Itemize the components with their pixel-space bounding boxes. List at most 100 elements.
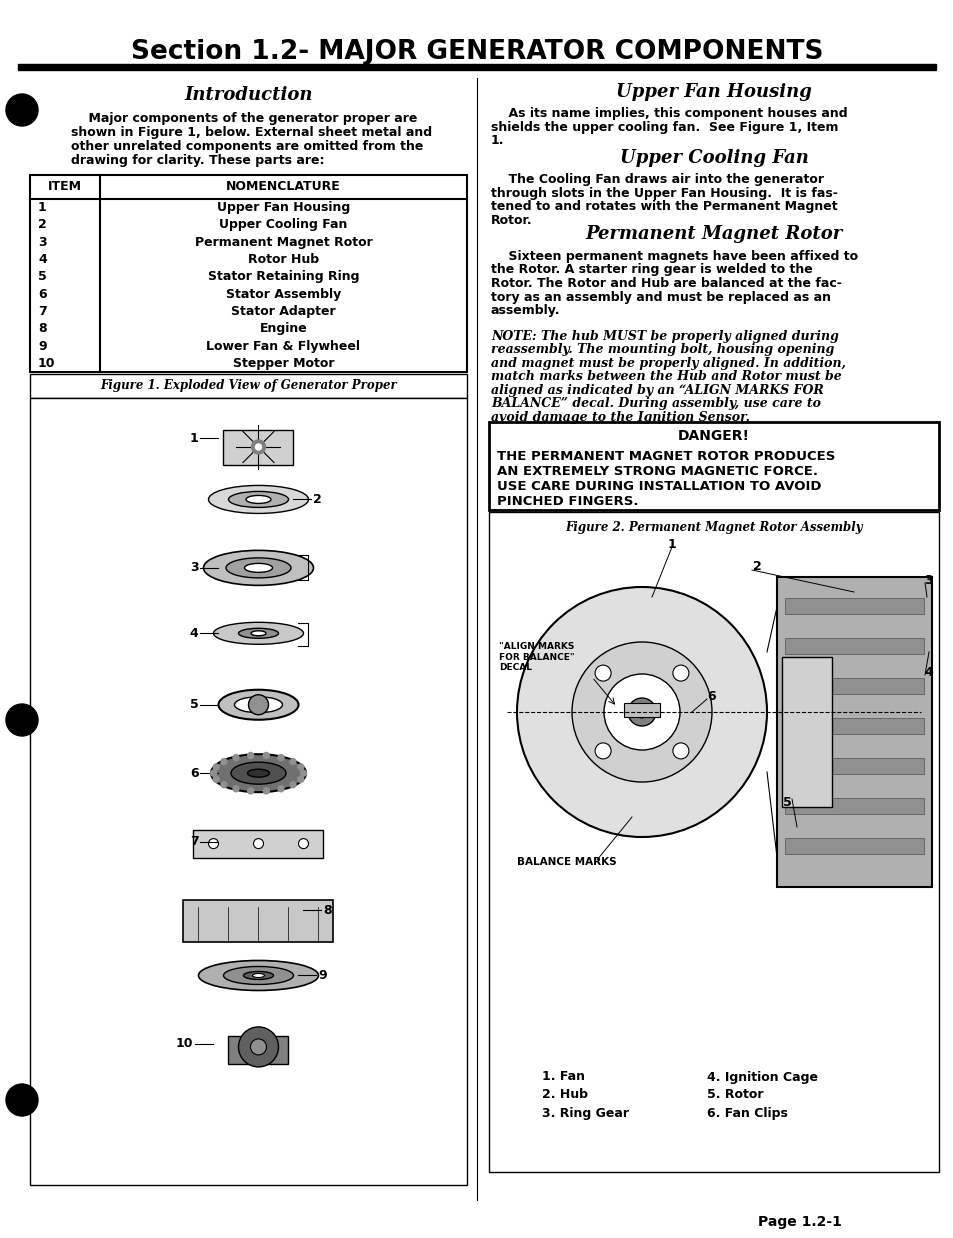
Text: 9: 9: [38, 339, 47, 353]
Bar: [784, 799, 923, 815]
Ellipse shape: [251, 631, 266, 636]
Text: 6: 6: [190, 766, 198, 780]
Text: Section 1.2- MAJOR GENERATOR COMPONENTS: Section 1.2- MAJOR GENERATOR COMPONENTS: [131, 40, 822, 66]
Text: Stator Retaining Ring: Stator Retaining Ring: [208, 270, 359, 284]
Circle shape: [233, 786, 239, 792]
Text: Figure 1. Exploded View of Generator Proper: Figure 1. Exploded View of Generator Pro…: [100, 380, 396, 392]
Bar: [489, 513, 938, 1172]
Text: assembly.: assembly.: [491, 305, 560, 317]
Text: aligned as indicated by an “ALIGN MARKS FOR: aligned as indicated by an “ALIGN MARKS …: [491, 384, 822, 397]
Circle shape: [298, 838, 308, 848]
Circle shape: [595, 665, 611, 681]
Ellipse shape: [243, 972, 274, 979]
Text: ITEM: ITEM: [48, 181, 82, 193]
Text: Upper Cooling Fan: Upper Cooling Fan: [618, 149, 807, 167]
Circle shape: [233, 755, 239, 760]
Circle shape: [627, 698, 656, 725]
Circle shape: [572, 643, 711, 782]
Text: 3: 3: [38, 235, 47, 249]
Text: 7: 7: [38, 305, 47, 318]
Ellipse shape: [238, 629, 278, 639]
Text: As its name implies, this component houses and: As its name implies, this component hous…: [491, 106, 846, 120]
Text: USE CARE DURING INSTALLATION TO AVOID: USE CARE DURING INSTALLATION TO AVOID: [497, 480, 821, 493]
Text: 5: 5: [781, 796, 791, 808]
Text: and magnet must be properly aligned. In addition,: and magnet must be properly aligned. In …: [491, 357, 845, 370]
Text: 3: 3: [923, 573, 932, 587]
Bar: [784, 838, 923, 854]
Text: 5: 5: [38, 270, 47, 284]
Text: avoid damage to the Ignition Sensor.: avoid damage to the Ignition Sensor.: [491, 411, 749, 423]
Circle shape: [672, 665, 688, 681]
Text: 3: 3: [190, 561, 198, 574]
Bar: [781, 657, 831, 807]
Ellipse shape: [247, 769, 269, 777]
Ellipse shape: [203, 551, 314, 586]
Text: 1. Fan: 1. Fan: [541, 1071, 584, 1083]
Bar: [223, 430, 294, 465]
Circle shape: [263, 753, 269, 759]
Text: PINCHED FINGERS.: PINCHED FINGERS.: [497, 495, 638, 508]
Text: 2: 2: [752, 561, 760, 573]
Text: 7: 7: [190, 836, 198, 848]
Circle shape: [517, 587, 766, 837]
Text: Rotor.: Rotor.: [491, 213, 532, 227]
Text: DANGER!: DANGER!: [678, 430, 749, 443]
Text: 5. Rotor: 5. Rotor: [706, 1088, 762, 1102]
Text: 4: 4: [923, 666, 932, 678]
Text: 4: 4: [190, 626, 198, 640]
Circle shape: [221, 781, 227, 787]
Ellipse shape: [226, 558, 291, 578]
Circle shape: [263, 787, 269, 794]
Circle shape: [238, 1026, 278, 1067]
Text: 1: 1: [190, 432, 198, 444]
Bar: [18, 64, 935, 71]
Text: 1: 1: [38, 201, 47, 214]
Bar: [30, 175, 467, 371]
Bar: [776, 577, 931, 886]
Circle shape: [248, 695, 268, 714]
Ellipse shape: [211, 754, 306, 792]
Circle shape: [6, 704, 38, 737]
Text: 6: 6: [707, 691, 716, 703]
Text: "ALIGN MARKS
FOR BALANCE"
DECAL: "ALIGN MARKS FOR BALANCE" DECAL: [498, 643, 574, 672]
Text: match marks between the Hub and Rotor must be: match marks between the Hub and Rotor mu…: [491, 370, 841, 384]
Circle shape: [251, 1039, 266, 1055]
Text: 8: 8: [38, 322, 47, 335]
Text: Permanent Magnet Rotor: Permanent Magnet Rotor: [194, 235, 372, 249]
Text: Engine: Engine: [259, 322, 307, 335]
Ellipse shape: [231, 763, 286, 784]
Circle shape: [211, 770, 216, 776]
Circle shape: [248, 753, 253, 759]
Text: shown in Figure 1, below. External sheet metal and: shown in Figure 1, below. External sheet…: [71, 126, 432, 139]
Text: Major components of the generator proper are: Major components of the generator proper…: [71, 111, 417, 125]
Text: 8: 8: [323, 904, 332, 916]
Circle shape: [277, 786, 284, 792]
Bar: [193, 829, 323, 858]
Text: 1.: 1.: [491, 134, 504, 147]
Text: 10: 10: [175, 1037, 193, 1050]
Text: Stepper Motor: Stepper Motor: [233, 357, 334, 370]
Bar: [784, 638, 923, 654]
Text: 2: 2: [314, 493, 322, 506]
Text: 6: 6: [38, 287, 47, 301]
Text: reassembly. The mounting bolt, housing opening: reassembly. The mounting bolt, housing o…: [491, 343, 834, 357]
Text: Sixteen permanent magnets have been affixed to: Sixteen permanent magnets have been affi…: [491, 250, 858, 262]
Text: The Cooling Fan draws air into the generator: The Cooling Fan draws air into the gener…: [491, 173, 823, 186]
Ellipse shape: [234, 697, 282, 713]
Circle shape: [290, 759, 295, 765]
Circle shape: [672, 743, 688, 759]
Text: 5: 5: [190, 698, 198, 712]
Text: through slots in the Upper Fan Housing.  It is fas-: through slots in the Upper Fan Housing. …: [491, 187, 837, 199]
Circle shape: [255, 444, 261, 449]
Text: tory as an assembly and must be replaced as an: tory as an assembly and must be replaced…: [491, 291, 830, 303]
Circle shape: [6, 94, 38, 126]
Circle shape: [213, 764, 219, 770]
Circle shape: [636, 706, 647, 718]
Text: Rotor. The Rotor and Hub are balanced at the fac-: Rotor. The Rotor and Hub are balanced at…: [491, 277, 841, 290]
Text: Upper Fan Housing: Upper Fan Housing: [216, 201, 350, 214]
Bar: [183, 900, 334, 942]
Bar: [623, 703, 659, 717]
Text: NOTE: The hub MUST be properly aligned during: NOTE: The hub MUST be properly aligned d…: [491, 331, 838, 343]
Circle shape: [253, 838, 263, 848]
Text: Permanent Magnet Rotor: Permanent Magnet Rotor: [585, 225, 841, 243]
